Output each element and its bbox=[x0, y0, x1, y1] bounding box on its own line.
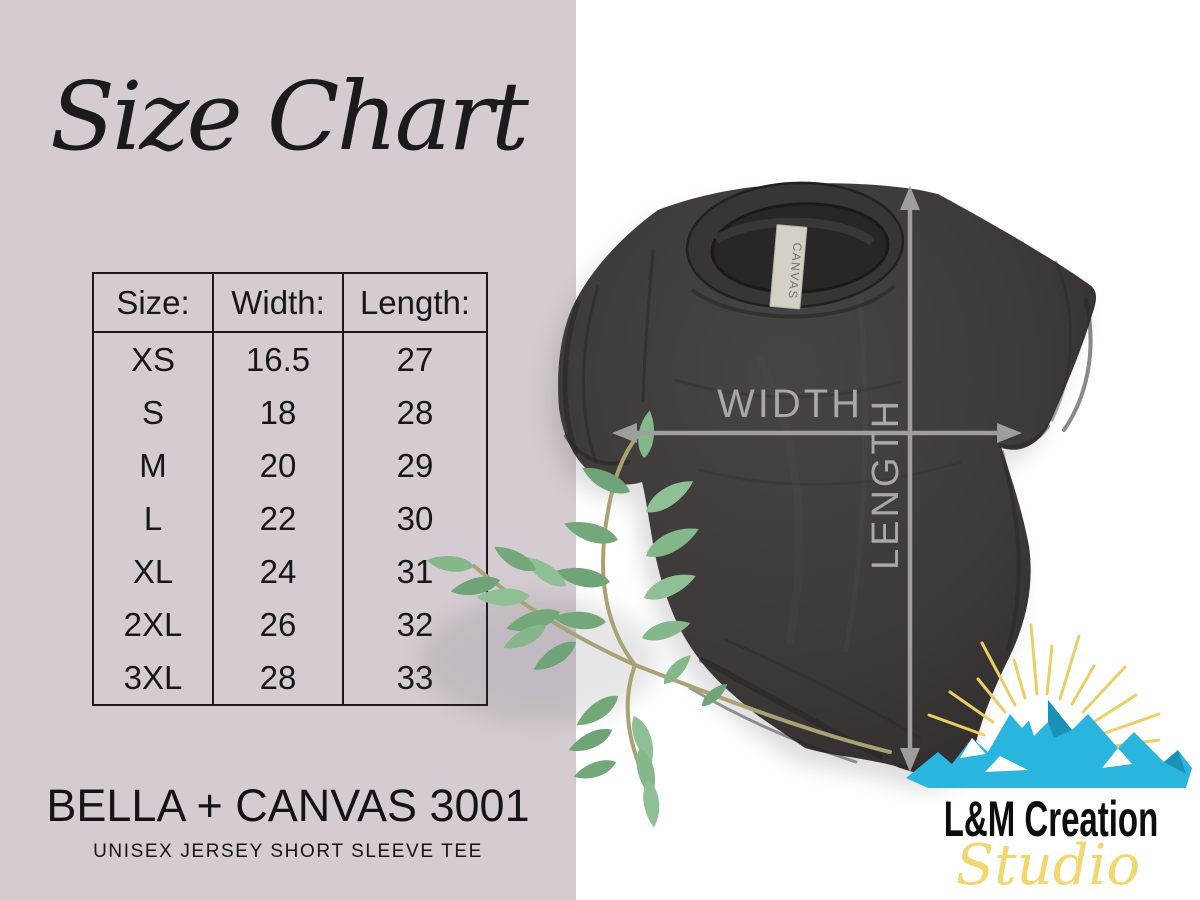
table-cell: 20 bbox=[212, 439, 343, 492]
table-cell: 16.5 bbox=[212, 332, 343, 386]
neck-tag: CANVAS bbox=[769, 224, 808, 310]
table-row: M 20 29 bbox=[93, 439, 487, 492]
table-row: L 22 30 bbox=[93, 492, 487, 545]
page-title: Size Chart bbox=[49, 62, 529, 172]
product-block: BELLA + CANVAS 3001 UNISEX JERSEY SHORT … bbox=[36, 780, 540, 863]
table-cell: 28 bbox=[212, 651, 343, 705]
size-table-body: XS 16.5 27 S 18 28 M 20 29 L 22 30 XL 24 31 2XL 26 32 3XL 2… bbox=[93, 332, 487, 705]
header-row: Size: Width: Length: bbox=[93, 273, 487, 333]
length-arrow bbox=[900, 186, 920, 772]
table-row: S 18 28 bbox=[93, 386, 487, 439]
table-cell: 29 bbox=[342, 439, 487, 492]
table-cell: 24 bbox=[212, 545, 343, 598]
table-cell: 30 bbox=[342, 492, 487, 545]
product-subtitle: UNISEX JERSEY SHORT SLEEVE TEE bbox=[93, 841, 483, 862]
tshirt-image: CANVAS bbox=[558, 181, 1097, 776]
table-cell: S bbox=[141, 393, 164, 431]
table-cell: 27 bbox=[342, 332, 487, 386]
table-cell: L bbox=[143, 499, 163, 537]
column-header-size: Size: bbox=[93, 273, 213, 333]
column-header-width: Width: bbox=[212, 273, 343, 333]
table-cell: XS bbox=[130, 340, 176, 378]
column-header-length: Length: bbox=[342, 273, 487, 333]
table-row: XL 24 31 bbox=[93, 545, 487, 598]
mountains-icon bbox=[906, 700, 1192, 788]
measurement-arrows: WIDTH LENGTH bbox=[612, 186, 1022, 772]
neck-tag-text: CANVAS bbox=[786, 242, 805, 300]
logo-studio: Studio bbox=[956, 833, 1140, 898]
table-row: XS 16.5 27 bbox=[93, 332, 487, 386]
width-arrow bbox=[612, 423, 1022, 443]
table-cell: 18 bbox=[212, 386, 343, 439]
table-cell: 2XL bbox=[123, 605, 183, 643]
shirt-collar bbox=[685, 181, 905, 319]
logo: L&M Creation Studio bbox=[906, 623, 1192, 898]
table-row: 3XL 28 33 bbox=[93, 651, 487, 705]
product-name: BELLA + CANVAS 3001 bbox=[46, 780, 530, 831]
table-cell: 22 bbox=[212, 492, 343, 545]
table-cell: XL bbox=[132, 552, 174, 590]
length-label: LENGTH bbox=[865, 398, 907, 570]
logo-name: L&M Creation bbox=[944, 791, 1158, 846]
size-table-header: Size: Width: Length: bbox=[93, 273, 487, 333]
size-table: Size: Width: Length: XS 16.5 27 S 18 28 M 20 29 L… bbox=[92, 272, 488, 706]
width-label: WIDTH bbox=[717, 382, 863, 426]
leaf-branch bbox=[425, 409, 892, 828]
table-cell: 31 bbox=[342, 545, 487, 598]
table-cell: 28 bbox=[342, 386, 487, 439]
table-cell: M bbox=[139, 446, 167, 484]
table-cell: 26 bbox=[212, 598, 343, 651]
table-cell: 3XL bbox=[123, 658, 183, 696]
